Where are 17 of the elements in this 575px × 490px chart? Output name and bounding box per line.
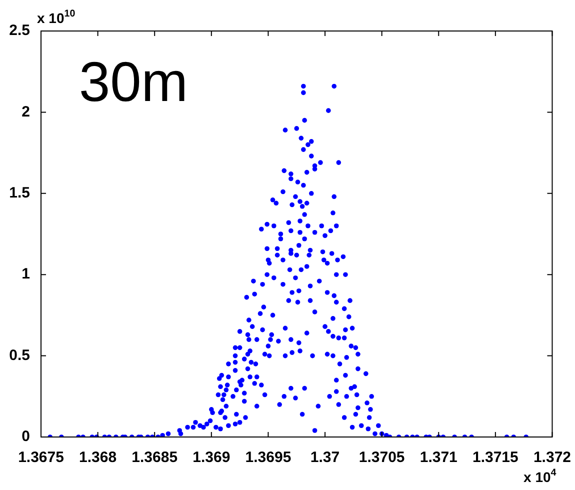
x-tick-label: 1.371 [420, 449, 458, 466]
y-tick-label: 1.5 [9, 184, 30, 202]
x-tick-label: 1.372 [533, 449, 572, 466]
y-tick-label: 0 [22, 428, 30, 446]
chart-title: 30m [79, 50, 188, 113]
x-tick-label: 1.3705 [358, 449, 405, 466]
y-tick-label: 0.5 [9, 346, 30, 364]
y-tick-label: 2.5 [9, 22, 30, 40]
x-tick-label: 1.37 [310, 449, 340, 466]
x-tick-label: 1.3675 [18, 449, 64, 466]
x-tick-label: 1.368 [79, 449, 117, 466]
x-tick-label: 1.3695 [245, 449, 292, 466]
y-tick-label: 2 [22, 103, 30, 120]
x-tick-label: 1.3685 [132, 449, 178, 466]
x-tick-label: 1.369 [192, 449, 230, 466]
x-tick-label: 1.3715 [472, 449, 518, 466]
y-tick-label: 1 [22, 266, 30, 283]
